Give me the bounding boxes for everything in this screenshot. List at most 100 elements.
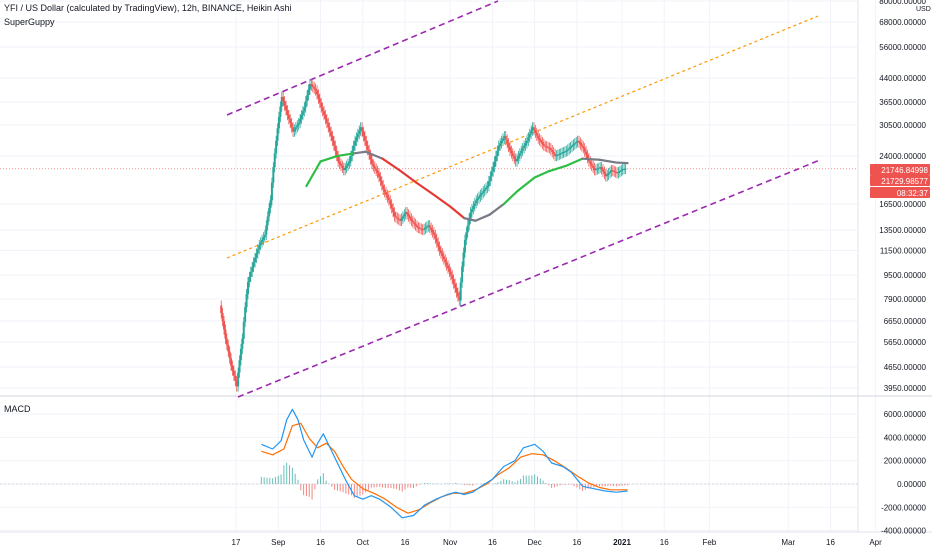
candle-body: [548, 147, 551, 149]
candle-body: [528, 133, 531, 138]
candle-body: [479, 194, 482, 197]
candle-body: [492, 167, 495, 172]
candle-body: [328, 127, 331, 132]
superguppy-segment: [615, 161, 629, 165]
candle-body: [231, 365, 234, 371]
candle-body: [339, 163, 342, 166]
candle-body: [403, 214, 406, 217]
candle-body: [434, 234, 437, 239]
candle-body: [286, 110, 289, 116]
candle-body: [432, 232, 435, 235]
candle-body: [373, 166, 376, 169]
candle-body: [256, 249, 259, 254]
candle-body: [317, 94, 320, 99]
candle-body: [311, 85, 314, 88]
candle-body: [335, 150, 338, 156]
time-axis-tick: 16: [660, 538, 669, 547]
candle-body: [356, 133, 359, 138]
candle-body: [238, 360, 241, 373]
superguppy-segment: [564, 157, 584, 168]
candle-body: [525, 140, 528, 144]
candle-body: [386, 194, 389, 198]
candle-body: [342, 167, 345, 171]
superguppy-segment: [488, 203, 505, 216]
candle-body: [430, 227, 433, 230]
candle-body: [332, 140, 335, 146]
candle-body: [616, 172, 619, 174]
candle-body: [561, 152, 564, 154]
candle-body: [308, 83, 311, 90]
candle-body: [327, 123, 330, 128]
currency-label: USD: [916, 6, 931, 13]
superguppy-segment: [381, 157, 401, 172]
candle-body: [261, 239, 264, 243]
candle-body: [234, 375, 237, 381]
candle-body: [379, 177, 382, 182]
candle-body: [249, 271, 252, 277]
candle-body: [547, 146, 550, 148]
candle-body: [545, 146, 548, 148]
candle-body: [323, 111, 326, 116]
candle-body: [289, 118, 292, 124]
macd-axis-tick: -4000.00000: [881, 527, 926, 536]
price-axis-tick: 13500.00000: [879, 226, 926, 235]
candle-body: [606, 174, 609, 177]
macd-axis-tick: 0.00000: [897, 480, 926, 489]
candle-body: [444, 259, 447, 263]
candle-body: [292, 127, 295, 132]
candle-body: [348, 161, 351, 164]
candle-body: [586, 154, 589, 158]
candle-body: [246, 282, 249, 295]
candle-body: [448, 268, 451, 272]
candle-body: [609, 171, 612, 174]
candle-body: [485, 187, 488, 190]
candle-body: [270, 182, 273, 201]
candle-body: [279, 106, 282, 117]
candle-body: [382, 185, 385, 190]
candle-body: [365, 140, 368, 146]
candle-body: [280, 96, 283, 107]
candle-body: [596, 168, 599, 170]
price-axis-tick: 7900.00000: [884, 295, 927, 304]
candle-body: [572, 144, 575, 146]
candle-body: [314, 88, 317, 91]
candle-body: [262, 237, 265, 240]
candle-body: [473, 203, 476, 207]
candle-body: [539, 140, 542, 143]
superguppy-segment: [533, 170, 550, 179]
candle-body: [549, 148, 552, 151]
candle-body: [265, 225, 268, 235]
candle-body: [390, 204, 393, 209]
price-axis-tick: 80000.00000: [879, 0, 926, 6]
candle-body: [424, 227, 427, 229]
candle-body: [482, 191, 485, 193]
price-badge-label: 21729.98577: [881, 177, 928, 186]
candle-body: [559, 153, 562, 155]
candle-body: [497, 145, 500, 151]
candle-body: [269, 200, 272, 209]
candle-body: [324, 115, 327, 119]
indicator-label[interactable]: SuperGuppy: [4, 17, 55, 27]
candle-body: [392, 208, 395, 213]
price-axis-tick: 9500.00000: [884, 271, 927, 280]
candle-body: [242, 321, 245, 339]
candle-body: [394, 216, 397, 218]
candle-body: [556, 154, 559, 156]
candle-body: [603, 171, 606, 174]
candle-body: [300, 115, 303, 119]
candle-body: [500, 140, 503, 144]
macd-label[interactable]: MACD: [4, 404, 31, 414]
candle-body: [341, 165, 344, 168]
candle-body: [486, 185, 489, 188]
time-axis-tick: 16: [488, 538, 497, 547]
superguppy-segment: [305, 160, 322, 188]
candle-body: [220, 305, 223, 314]
candle-body: [245, 294, 248, 308]
superguppy-segment: [353, 150, 367, 155]
candle-body: [427, 225, 430, 227]
time-axis-tick: Mar: [781, 538, 795, 547]
candle-body: [338, 161, 341, 164]
price-axis-tick: 4650.00000: [884, 363, 927, 372]
candle-body: [554, 153, 557, 156]
